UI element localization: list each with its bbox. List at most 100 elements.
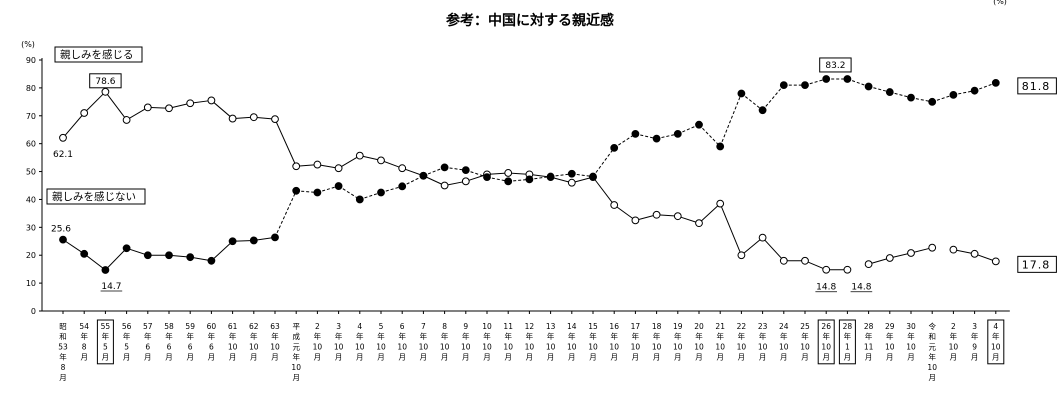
x-tick-label: 10	[355, 342, 365, 351]
x-tick-label: 年	[801, 331, 809, 341]
x-tick-label: 28	[843, 322, 853, 331]
x-tick-label: 10	[991, 342, 1001, 351]
x-tick-label: 60	[207, 322, 217, 331]
series-line-segment	[83, 91, 106, 114]
series-line-segment	[613, 133, 636, 149]
series-line-segment	[105, 91, 127, 121]
x-tick-label: 月	[229, 353, 237, 362]
series-line-segment	[741, 237, 763, 256]
legend-label: 親しみを感じない	[52, 190, 136, 203]
x-tick-label: 10	[228, 342, 238, 351]
x-tick-label: 10	[291, 363, 301, 372]
data-point	[377, 156, 385, 165]
series-line-segment	[889, 91, 912, 99]
data-point	[461, 166, 470, 175]
series-line-segment	[719, 203, 742, 256]
x-tick-label: 10	[482, 322, 492, 331]
series-line-segment	[910, 97, 933, 103]
data-point	[991, 78, 1000, 87]
data-point	[483, 173, 491, 182]
x-tick-label: 63	[270, 322, 280, 331]
x-tick-label: 年	[398, 331, 406, 341]
data-point	[970, 249, 979, 258]
x-tick-label: 17	[631, 322, 641, 331]
data-point	[758, 106, 767, 115]
x-tick-label: 月	[822, 353, 830, 362]
x-tick-label: 成	[292, 331, 300, 341]
x-tick-label: 年	[123, 331, 131, 341]
x-tick-label: 年	[865, 331, 873, 341]
x-tick-label: 4	[357, 322, 362, 331]
x-tick-label-box	[838, 319, 856, 365]
series-line-segment	[762, 237, 785, 262]
y-tick-label: 80	[26, 84, 36, 93]
x-tick-label: 月	[420, 353, 428, 362]
data-label-box	[1017, 77, 1057, 95]
x-tick-label: 月	[314, 353, 322, 362]
data-label: 14.8	[816, 283, 836, 293]
legend-label-box	[54, 46, 143, 63]
x-tick-label: 年	[229, 331, 237, 341]
x-tick-label: 57	[143, 322, 153, 331]
x-tick-label: 10	[885, 342, 895, 351]
x-tick-label: 3	[336, 322, 341, 331]
x-tick-label: 月	[526, 353, 534, 362]
data-point	[695, 120, 703, 129]
data-point	[461, 177, 470, 186]
data-point	[567, 169, 576, 178]
x-tick-label: 年	[971, 331, 979, 341]
series-line-segment	[698, 203, 721, 224]
data-point	[143, 103, 152, 112]
y-tick-label: 60	[26, 140, 36, 149]
x-tick-label: 10	[525, 342, 535, 351]
x-tick-label: 10	[461, 342, 471, 351]
data-point	[504, 169, 513, 177]
x-tick-label: 月	[695, 353, 703, 362]
data-point	[907, 93, 915, 102]
series-line-segment	[974, 82, 996, 92]
x-tick-label: 年	[441, 331, 449, 341]
data-point	[143, 251, 152, 260]
x-tick-label: 10	[397, 342, 407, 351]
data-point	[610, 143, 619, 152]
x-tick-label: 58	[164, 322, 174, 331]
data-point	[885, 254, 894, 262]
x-tick-label: 月	[292, 373, 300, 382]
x-tick-label: 53	[58, 342, 68, 351]
data-label: 81.8	[1022, 80, 1051, 93]
x-tick-label: 月	[886, 353, 894, 362]
data-point	[228, 237, 237, 246]
x-tick-label: 年	[632, 331, 640, 341]
x-tick-label: 和	[59, 332, 67, 341]
series-line-segment	[338, 185, 361, 200]
x-tick-label: 10	[758, 342, 768, 351]
y-tick-label: 90	[26, 56, 36, 65]
data-point	[207, 256, 216, 265]
x-tick-label: 55	[101, 322, 111, 331]
x-tick-label: 11	[864, 342, 874, 351]
x-tick-label: 10	[313, 342, 323, 351]
data-point	[440, 181, 449, 190]
x-tick-label: 年	[271, 331, 279, 341]
x-tick-label: 26	[821, 322, 831, 331]
data-point	[334, 164, 343, 173]
x-tick-label: 月	[738, 353, 746, 362]
x-tick-label: 月	[80, 353, 88, 362]
data-point	[949, 245, 958, 254]
x-tick-label: 20	[694, 322, 704, 331]
data-point	[122, 116, 131, 124]
series-line-segment	[953, 90, 975, 96]
x-tick-label: 月	[801, 353, 809, 362]
data-point	[355, 195, 364, 204]
data-label: 78.6	[95, 77, 115, 87]
x-tick-label: 月	[144, 353, 152, 362]
series-line-segment	[635, 133, 657, 140]
x-tick-label: 年	[928, 352, 936, 362]
x-tick-label: 10	[800, 342, 810, 351]
x-tick-label: 月	[971, 353, 979, 362]
data-point	[695, 219, 703, 228]
data-point	[716, 199, 725, 208]
x-tick-label: 月	[59, 373, 67, 382]
x-tick-label: 年	[950, 331, 958, 341]
